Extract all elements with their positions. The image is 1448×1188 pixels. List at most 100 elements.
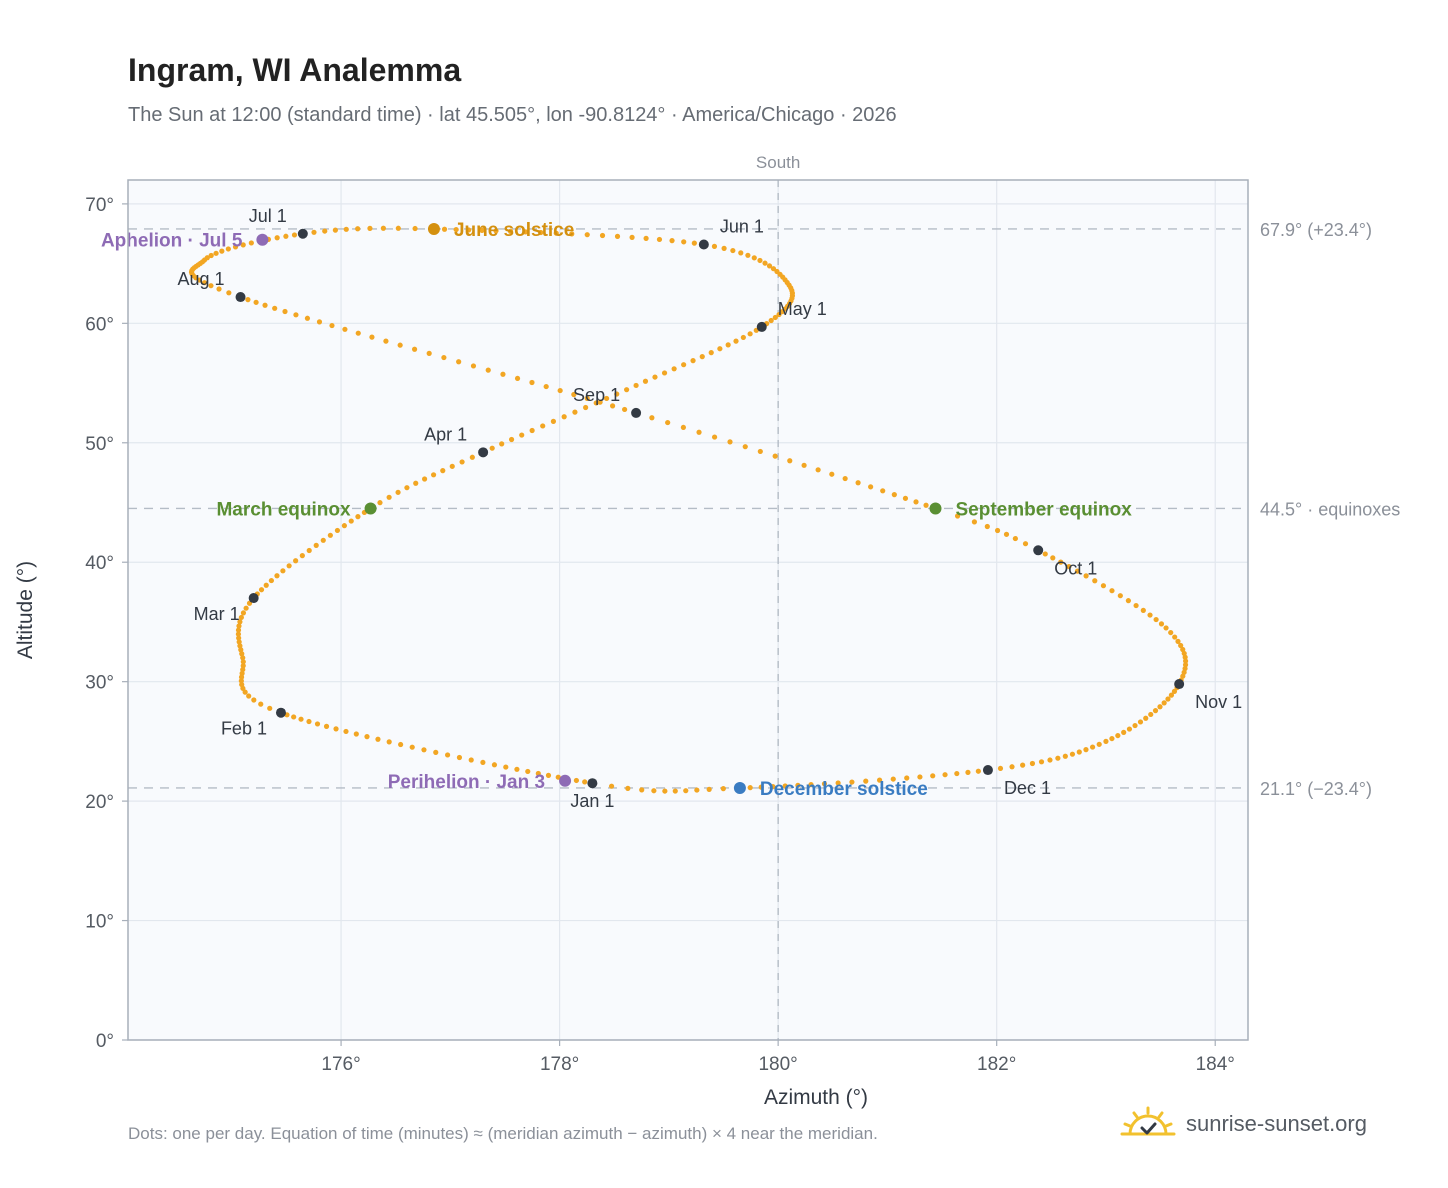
day-dot [248, 240, 254, 246]
day-dot [757, 257, 763, 264]
day-dot [770, 784, 776, 790]
day-dot [480, 759, 486, 766]
day-dot [491, 762, 498, 768]
day-dot [456, 754, 463, 761]
day-dot [671, 366, 677, 372]
day-dot [649, 415, 655, 421]
day-dot [236, 635, 242, 641]
day-dot [262, 302, 268, 308]
day-dot [902, 495, 909, 501]
day-dot [1089, 744, 1096, 750]
day-dot [499, 441, 505, 447]
day-dot [680, 424, 686, 431]
day-dot [240, 666, 246, 673]
day-dot [332, 227, 338, 233]
day-dot [691, 240, 697, 246]
day-dot [984, 523, 990, 530]
day-dot [1168, 629, 1174, 636]
day-dot [375, 736, 381, 742]
y-tick-label: 10° [85, 912, 114, 933]
day-dot [329, 322, 335, 329]
day-dot [293, 558, 299, 564]
month-marker-label: Apr 1 [424, 424, 467, 444]
day-dot [343, 226, 349, 232]
day-dot [398, 741, 404, 748]
day-dot [225, 246, 231, 252]
day-dot [306, 547, 312, 554]
day-dot [299, 553, 305, 559]
day-dot [529, 379, 535, 386]
day-dot [614, 233, 621, 239]
day-dot [291, 714, 297, 720]
day-dot [1083, 747, 1089, 753]
y-tick-label: 20° [85, 792, 114, 813]
month-marker-dot [478, 447, 489, 458]
day-dot [282, 308, 288, 315]
day-dot [747, 785, 753, 791]
month-marker-dot [631, 407, 642, 418]
day-dot [313, 542, 319, 548]
day-dot [514, 375, 521, 382]
day-dot [272, 305, 278, 311]
day-dot [240, 610, 247, 616]
day-dot [711, 434, 718, 440]
day-dot [772, 453, 778, 459]
month-marker-dot [587, 778, 598, 789]
day-dot [213, 250, 219, 256]
day-dot [422, 476, 428, 482]
month-marker-label: Aug 1 [177, 269, 224, 289]
reference-line-label: 44.5° · equinoxes [1260, 499, 1400, 519]
day-dot [201, 280, 208, 286]
x-tick-label: 182° [977, 1054, 1016, 1075]
day-dot [232, 244, 239, 250]
day-dot [196, 277, 203, 283]
day-dot [545, 772, 552, 778]
day-dot [868, 484, 874, 490]
day-dot [503, 764, 509, 770]
day-dot [239, 651, 245, 657]
meridian-label: South [756, 153, 800, 172]
day-dot [694, 787, 700, 793]
day-dot [238, 678, 244, 684]
day-dot [624, 387, 630, 393]
event-label: March equinox [216, 499, 351, 520]
day-dot [1168, 692, 1175, 698]
event-label: September equinox [955, 499, 1132, 520]
day-dot [453, 226, 459, 233]
day-dot [240, 655, 246, 661]
day-dot [441, 354, 447, 361]
day-dot [1003, 531, 1010, 537]
day-dot [395, 489, 401, 495]
day-dot [316, 319, 323, 325]
day-dot [314, 721, 321, 727]
axes: 176° 178° 180° 182° 184° 0° 10° 20° 30° 40° 50° 60°… [14, 195, 1235, 1109]
day-dot [413, 480, 419, 486]
day-dot [466, 227, 472, 233]
brand-link[interactable]: sunrise-sunset.org [1120, 1102, 1420, 1146]
day-dot [1058, 559, 1064, 565]
day-dot [421, 747, 427, 753]
day-dot [717, 346, 723, 352]
day-dot [975, 768, 981, 774]
day-dot [583, 404, 589, 411]
event-dot [364, 502, 377, 515]
month-marker-dot [1174, 679, 1185, 690]
y-tick-label: 60° [85, 314, 114, 335]
day-dot [238, 647, 244, 653]
day-dot [1117, 593, 1123, 599]
day-dot [1066, 563, 1072, 570]
day-dot [738, 250, 744, 256]
day-dot [1178, 642, 1184, 649]
month-marker-dot [235, 292, 246, 303]
day-dot [1171, 688, 1178, 694]
day-dot [430, 472, 437, 478]
day-dot [696, 429, 702, 435]
day-dot [293, 312, 299, 318]
month-marker-label: Jun 1 [720, 217, 764, 237]
day-dot [535, 770, 541, 777]
month-marker-label: Jul 1 [249, 206, 287, 226]
day-dot [1147, 612, 1153, 618]
day-dot [322, 228, 328, 234]
day-dot [355, 226, 361, 232]
day-dot [1182, 654, 1188, 660]
